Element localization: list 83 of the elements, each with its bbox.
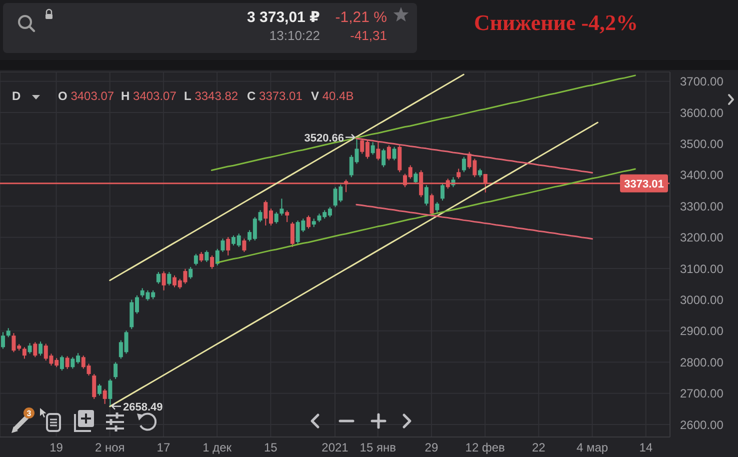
x-tick-label: 19 bbox=[50, 440, 64, 455]
candlestick bbox=[1, 332, 5, 350]
line-series bbox=[356, 138, 594, 174]
annotation: O 3403.07 bbox=[58, 89, 114, 103]
y-tick-label: 2600.00 bbox=[680, 418, 724, 432]
x-tick-label: 29 bbox=[424, 440, 438, 455]
candlestick bbox=[242, 238, 246, 253]
text: -1,21 % bbox=[335, 9, 387, 26]
candlestick bbox=[285, 210, 290, 223]
x-tick-label: 15 янв bbox=[360, 440, 396, 455]
y-tick-label: 3700.00 bbox=[680, 74, 724, 89]
annotation: 3520.66 bbox=[304, 132, 344, 144]
candlestick bbox=[92, 373, 96, 400]
text: -41,31 bbox=[350, 28, 387, 43]
candlestick bbox=[97, 383, 102, 396]
candlestick bbox=[167, 271, 172, 286]
candlestick bbox=[199, 252, 204, 262]
y-tick-label: 2900.00 bbox=[680, 324, 724, 338]
candlestick bbox=[290, 222, 294, 248]
y-tick-label: 2700.00 bbox=[680, 386, 724, 401]
x-tick-label: 4 мар bbox=[576, 440, 608, 455]
candlestick bbox=[274, 212, 278, 224]
text: 13:10:22 bbox=[269, 28, 320, 43]
y-tick-label: 3200.00 bbox=[680, 230, 724, 245]
candlestick bbox=[6, 328, 10, 338]
annotation: C 3373.01 bbox=[247, 89, 303, 103]
y-tick-label: 3300.00 bbox=[680, 199, 724, 214]
annotation: 3 bbox=[26, 409, 32, 418]
candlestick bbox=[162, 270, 166, 291]
candlestick bbox=[102, 388, 107, 404]
x-tick-label: 22 bbox=[532, 440, 546, 455]
candlestick bbox=[215, 248, 220, 266]
candlestick bbox=[382, 148, 386, 168]
candlestick bbox=[306, 215, 311, 230]
annotation: 2658.49 bbox=[123, 401, 163, 414]
candlestick bbox=[114, 362, 118, 380]
candlestick bbox=[156, 271, 160, 284]
candlestick bbox=[28, 342, 32, 354]
candlestick bbox=[210, 254, 214, 270]
candlestick bbox=[108, 378, 112, 407]
x-tick-label: 12 фев bbox=[465, 440, 505, 455]
x-tick-label: 17 bbox=[156, 440, 170, 455]
x-tick-label: 2 ноя bbox=[94, 440, 125, 455]
chart-title: Снижение -4,2% bbox=[474, 10, 638, 35]
candlestick bbox=[33, 342, 38, 358]
annotation: D bbox=[12, 89, 21, 103]
candlestick bbox=[370, 142, 375, 156]
candlestick bbox=[424, 184, 428, 206]
candlestick bbox=[386, 144, 391, 161]
candlestick bbox=[60, 355, 64, 372]
candlestick bbox=[194, 253, 198, 266]
ref-line-label: 3373.01 bbox=[624, 178, 664, 190]
candlestick bbox=[204, 250, 209, 262]
line-series bbox=[356, 204, 594, 240]
y-tick-label: 3000.00 bbox=[680, 292, 724, 307]
x-tick-label: 2021 bbox=[322, 440, 349, 455]
y-tick-label: 3600.00 bbox=[680, 106, 724, 120]
y-tick-label: 3500.00 bbox=[680, 137, 724, 152]
annotation: H 3403.07 bbox=[121, 89, 177, 103]
candlestick bbox=[414, 172, 418, 184]
candlestick bbox=[440, 183, 445, 202]
y-tick-label: 2800.00 bbox=[680, 355, 724, 370]
candlestick bbox=[392, 146, 396, 161]
x-tick-label: 15 bbox=[264, 440, 278, 455]
candlestick bbox=[435, 202, 440, 214]
candlestick bbox=[188, 266, 193, 280]
x-tick-label: 1 дек bbox=[202, 440, 232, 455]
candlestick bbox=[280, 198, 284, 216]
candlestick bbox=[376, 142, 380, 161]
candlestick bbox=[398, 144, 402, 173]
y-tick-label: 3400.00 bbox=[680, 168, 724, 182]
candlestick bbox=[38, 341, 43, 356]
candlestick bbox=[456, 168, 461, 180]
candlestick bbox=[226, 236, 230, 256]
y-tick-label: 3100.00 bbox=[680, 262, 724, 276]
annotation: V 40.4B bbox=[311, 89, 354, 103]
candlestick bbox=[65, 356, 70, 370]
x-tick-label: 14 bbox=[639, 440, 653, 455]
annotation: L 3343.82 bbox=[184, 89, 238, 103]
text: 3 373,01 ₽ bbox=[247, 9, 320, 26]
candlestick bbox=[22, 346, 26, 360]
candlestick bbox=[462, 156, 466, 173]
candlestick bbox=[220, 238, 225, 253]
